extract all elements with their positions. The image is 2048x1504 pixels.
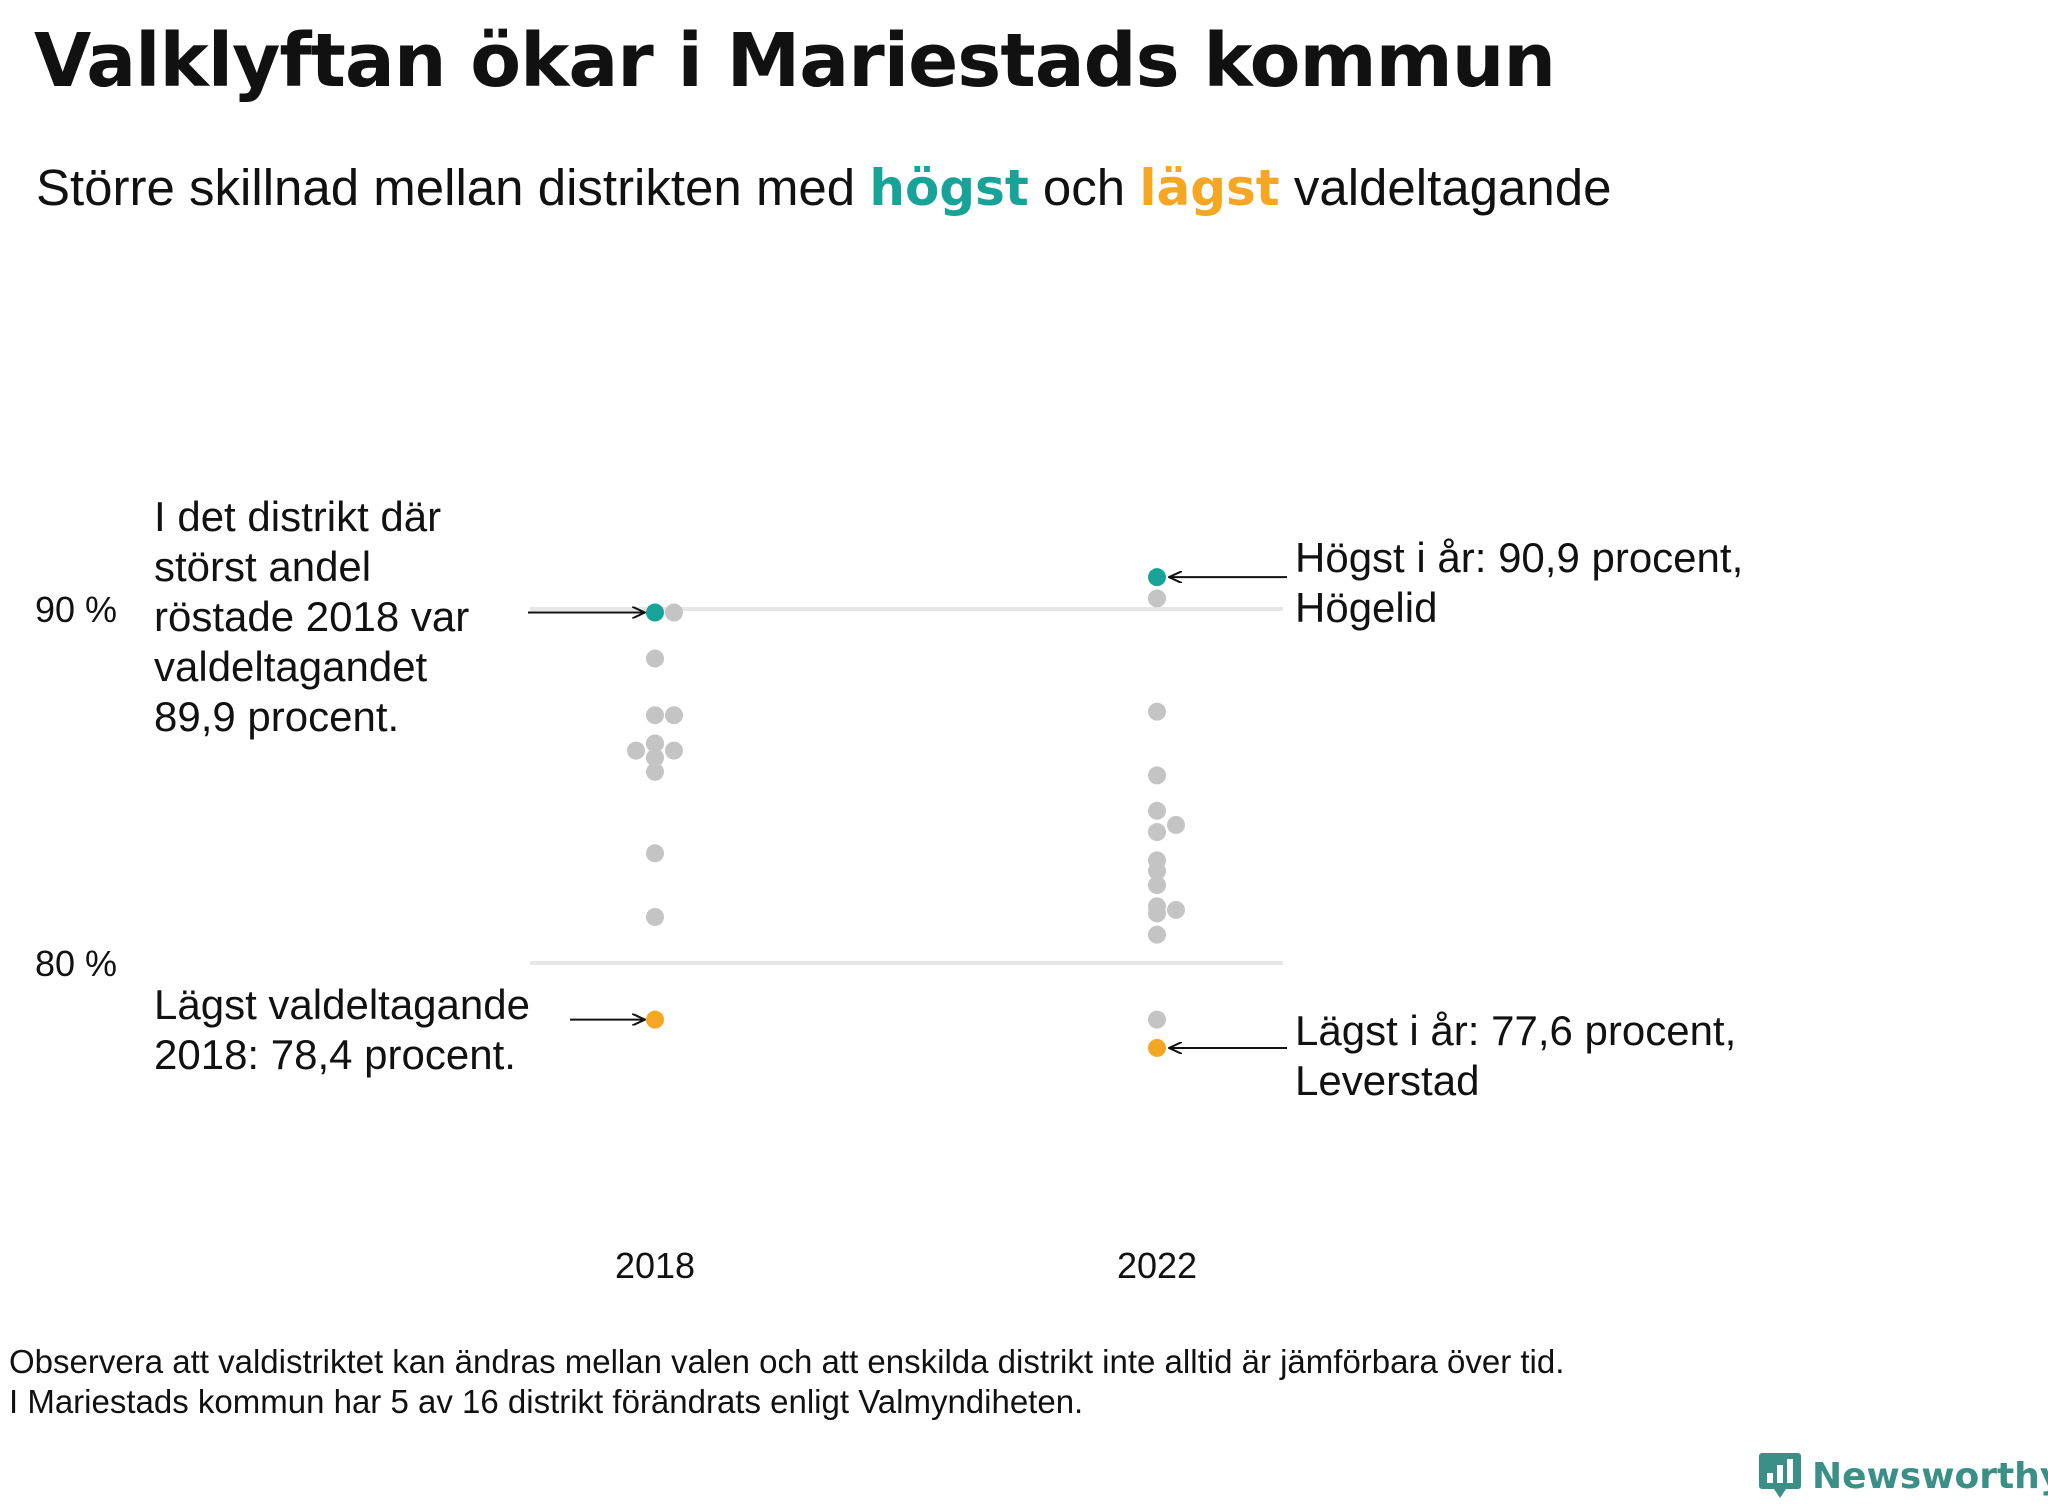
annotation-low-2022-line-1: Lägst i år: 77,6 procent,	[1295, 1007, 1736, 1054]
annotation-high-2018-line-4: valdeltagandet	[154, 643, 428, 690]
annotation-high-2018-line-1: I det distrikt där	[154, 493, 441, 540]
data-point-2022-14	[1148, 1010, 1166, 1029]
data-point-2022-6	[1167, 815, 1185, 834]
bar-chart-speech-bubble-icon	[1759, 1453, 1801, 1498]
data-point-2018-2	[646, 649, 664, 668]
annotation-low-2018-line-2: 2018: 78,4 procent.	[154, 1031, 516, 1078]
data-point-highest-2022-0	[1148, 568, 1166, 587]
data-point-2022-1	[1148, 589, 1166, 608]
newsworthy-logo: Newsworthy	[1758, 1448, 2048, 1504]
data-point-2018-5	[627, 741, 645, 760]
data-point-2018-12	[646, 907, 664, 926]
annotation-high-2022-line-1: Högst i år: 90,9 procent,	[1295, 534, 1743, 581]
annotation-low-2022-line-2: Leverstad	[1295, 1057, 1479, 1104]
annotation-low-2022: Lägst i år: 77,6 procent, Leverstad	[1295, 1007, 1736, 1104]
annotation-high-2018-line-5: 89,9 procent.	[154, 693, 399, 740]
annotations: I det distrikt där störst andel röstade 20…	[154, 493, 1743, 1104]
data-point-2018-1	[665, 603, 683, 622]
x-tick-label-2022: 2022	[1117, 1245, 1197, 1286]
annotation-high-2022-line-2: Högelid	[1295, 584, 1437, 631]
data-point-2022-9	[1148, 876, 1166, 895]
data-point-2018-9	[646, 734, 664, 753]
footnote-line-2: I Mariestads kommun har 5 av 16 distrikt…	[9, 1383, 1084, 1420]
data-point-lowest-2022-15	[1148, 1038, 1166, 1057]
subtitle-low-word: lägst	[1139, 159, 1280, 217]
data-point-2022-5	[1148, 823, 1166, 842]
subtitle-middle: och	[1028, 159, 1140, 216]
data-point-2018-3	[646, 706, 664, 725]
brand-name: Newsworthy	[1812, 1455, 2048, 1497]
subtitle-part1: Större skillnad mellan distrikten med	[36, 159, 870, 216]
annotation-low-2018: Lägst valdeltagande 2018: 78,4 procent.	[154, 981, 530, 1078]
x-tick-label-2018: 2018	[615, 1245, 695, 1286]
data-point-highest-2018-0	[646, 603, 664, 622]
data-point-2018-10	[646, 762, 664, 781]
data-point-2022-12	[1148, 904, 1166, 923]
annotation-high-2018: I det distrikt där störst andel röstade 20…	[154, 493, 469, 740]
footnote: Observera att valdistriktet kan ändras m…	[9, 1342, 1564, 1422]
data-point-2022-13	[1148, 925, 1166, 944]
annotation-high-2022: Högst i år: 90,9 procent, Högelid	[1295, 534, 1743, 631]
data-point-2022-4	[1148, 801, 1166, 820]
data-point-2022-11	[1167, 900, 1185, 919]
x-axis-ticks: 2018 2022	[615, 1245, 1197, 1286]
data-point-2018-6	[665, 741, 683, 760]
data-point-2018-11	[646, 844, 664, 863]
data-point-2018-7	[646, 748, 664, 767]
data-point-2022-8	[1148, 861, 1166, 880]
subtitle-part2: valdeltagande	[1279, 159, 1612, 216]
chart-subtitle: Större skillnad mellan distrikten med hö…	[36, 158, 1611, 217]
subtitle-high-word: högst	[869, 159, 1029, 217]
data-point-lowest-2018-13	[646, 1010, 664, 1029]
data-points	[627, 568, 1185, 1057]
dot-plot-chart: 80 % 90 % 2018 2022 I det distrikt där stör…	[35, 493, 1743, 1286]
data-point-2022-3	[1148, 766, 1166, 785]
y-tick-label-80: 80 %	[35, 943, 117, 984]
footnote-line-1: Observera att valdistriktet kan ändras m…	[9, 1343, 1565, 1380]
y-tick-label-90: 90 %	[35, 589, 117, 630]
y-axis-ticks: 80 % 90 %	[35, 589, 117, 984]
data-point-2022-2	[1148, 702, 1166, 721]
chart-title: Valklyftan ökar i Mariestads kommun	[34, 18, 1556, 104]
annotation-low-2018-line-1: Lägst valdeltagande	[154, 981, 530, 1028]
annotation-high-2018-line-3: röstade 2018 var	[154, 593, 469, 640]
data-point-2018-4	[665, 706, 683, 725]
annotation-high-2018-line-2: störst andel	[154, 543, 371, 590]
